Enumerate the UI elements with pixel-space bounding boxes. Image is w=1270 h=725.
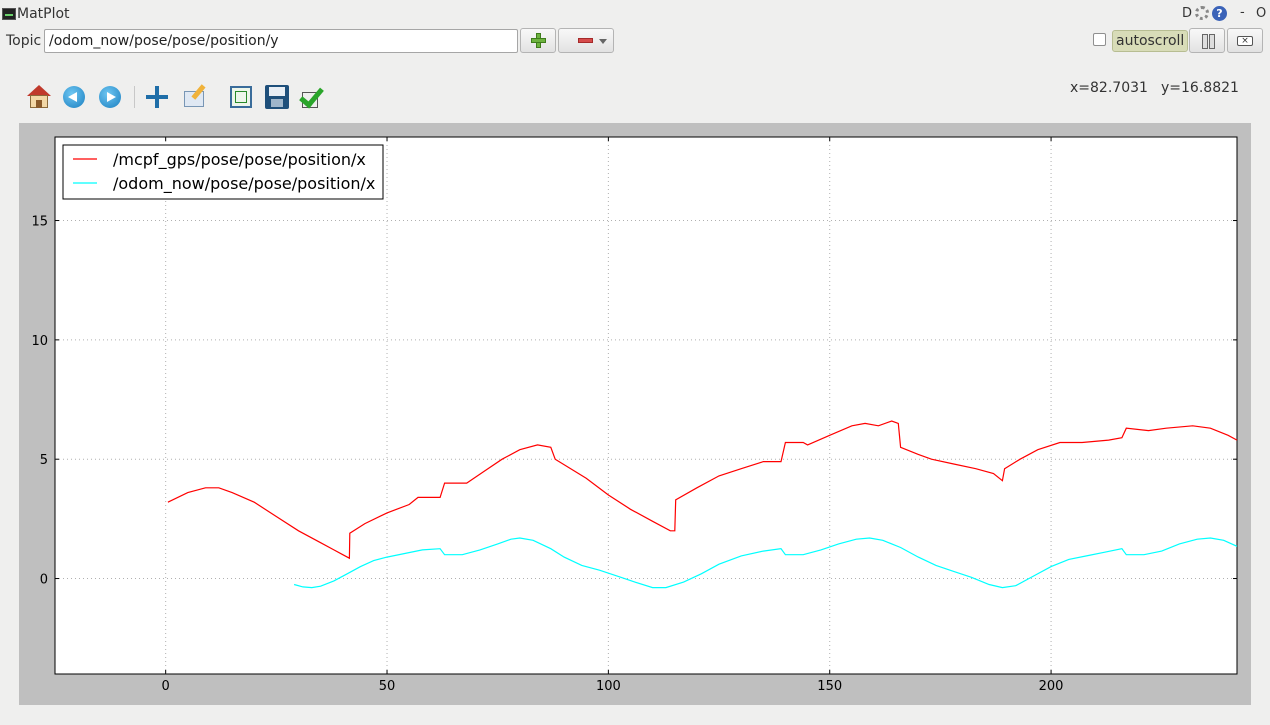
line-chart[interactable]: 0 50 100 150 200 0 5 10 15 /mcpf_gps/pose/pose/p… xyxy=(19,123,1251,705)
clear-button[interactable]: × xyxy=(1227,28,1263,53)
remove-topic-dropdown[interactable] xyxy=(558,28,614,53)
home-icon[interactable] xyxy=(26,84,52,110)
title-bar: MatPlot D ? - O xyxy=(0,0,1270,28)
cursor-x-readout: x=82.7031 xyxy=(1070,80,1148,96)
legend-label: /mcpf_gps/pose/pose/position/x xyxy=(113,150,366,170)
series-layer xyxy=(167,420,1238,589)
minimize-button[interactable]: - xyxy=(1240,5,1245,20)
series-line-2 xyxy=(293,537,1238,589)
x-tick-label: 50 xyxy=(379,679,396,694)
topic-input[interactable] xyxy=(44,29,518,53)
plus-icon xyxy=(531,33,546,48)
forward-arrow-icon[interactable] xyxy=(99,86,121,108)
minus-icon xyxy=(578,38,593,43)
pan-icon[interactable] xyxy=(144,84,170,110)
back-arrow-icon[interactable] xyxy=(63,86,85,108)
axes-area[interactable] xyxy=(54,136,1238,675)
y-tick-label: 10 xyxy=(31,334,48,349)
pause-icon-bar xyxy=(1209,34,1215,49)
help-icon[interactable]: ? xyxy=(1212,6,1227,21)
autoscroll-label[interactable]: autoscroll xyxy=(1112,30,1189,52)
chevron-down-icon xyxy=(599,39,607,44)
axis-ticks: 0 50 100 150 200 0 5 10 15 xyxy=(31,137,1237,694)
zoom-icon[interactable] xyxy=(181,84,207,110)
close-button[interactable]: O xyxy=(1256,6,1267,21)
topic-label: Topic xyxy=(6,33,42,49)
legend-box xyxy=(62,144,384,200)
grid-lines xyxy=(55,137,1237,674)
legend-label: /odom_now/pose/pose/position/x xyxy=(113,174,375,194)
save-icon[interactable] xyxy=(264,84,290,110)
x-tick-label: 100 xyxy=(596,679,621,694)
y-tick-label: 0 xyxy=(40,573,48,588)
dock-button[interactable]: D xyxy=(1182,6,1193,21)
pause-icon xyxy=(1202,34,1208,49)
x-tick-label: 150 xyxy=(817,679,842,694)
app-icon xyxy=(2,8,16,20)
toolbar-separator xyxy=(134,86,135,108)
clear-icon: × xyxy=(1237,36,1253,46)
subplot-config-icon[interactable] xyxy=(228,84,254,110)
pause-button[interactable] xyxy=(1189,28,1225,53)
y-tick-label: 15 xyxy=(31,215,48,230)
legend: /mcpf_gps/pose/pose/position/x/odom_now/… xyxy=(62,144,384,200)
edit-check-icon[interactable] xyxy=(299,82,326,110)
gear-icon[interactable] xyxy=(1195,6,1209,20)
cursor-y-readout: y=16.8821 xyxy=(1161,80,1239,96)
autoscroll-checkbox[interactable] xyxy=(1093,33,1106,46)
y-tick-label: 5 xyxy=(40,453,48,468)
add-topic-button[interactable] xyxy=(520,28,556,53)
window-title: MatPlot xyxy=(17,6,70,22)
x-tick-label: 200 xyxy=(1039,679,1064,694)
x-tick-label: 0 xyxy=(162,679,170,694)
plot-canvas[interactable]: 0 50 100 150 200 0 5 10 15 /mcpf_gps/pose/pose/p… xyxy=(19,123,1251,705)
series-line-1 xyxy=(167,420,1238,560)
